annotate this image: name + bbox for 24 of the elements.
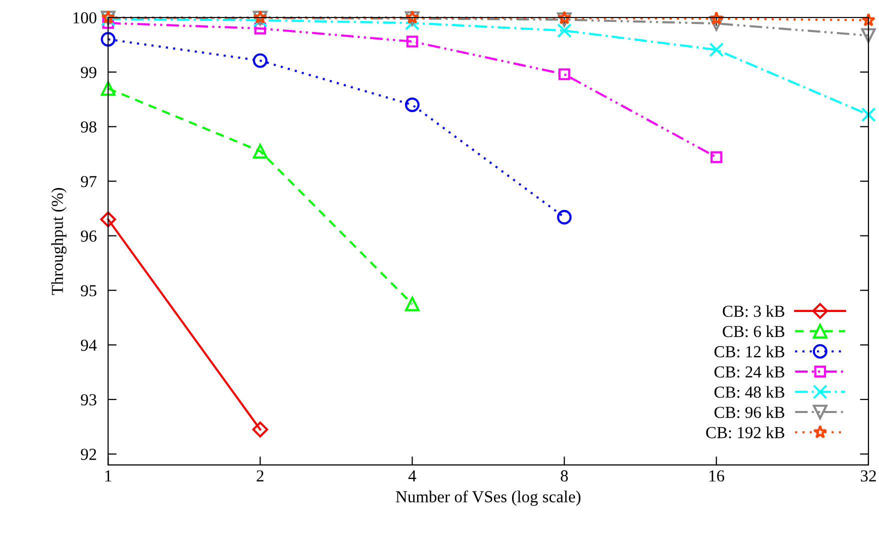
x-tick-label: 8 (560, 470, 568, 482)
x-tick-label: 16 (710, 470, 724, 482)
legend-label: CB: 96 kB (714, 406, 784, 418)
y-tick-label: 99 (80, 66, 96, 78)
legend-label: CB: 12 kB (714, 346, 784, 358)
legend-label: CB: 24 kB (714, 366, 784, 378)
y-tick-label: 97 (80, 176, 97, 188)
legend-label: CB: 6 kB (722, 325, 784, 338)
x-tick-label: 4 (408, 470, 416, 482)
x-axis-title: Number of VSes (log scale) (396, 490, 580, 506)
legend-label: CB: 192 kB (706, 426, 784, 438)
legend-label: CB: 3 kB (722, 305, 784, 318)
x-tick-label: 2 (256, 470, 264, 482)
y-tick-label: 95 (80, 285, 96, 296)
y-tick-label: 98 (80, 121, 96, 133)
x-tick-label: 32 (860, 470, 876, 482)
y-axis-title: Throughput (%) (51, 188, 66, 295)
x-tick-label: 1 (105, 470, 112, 482)
y-tick-label: 92 (80, 448, 96, 460)
legend-label: CB: 48 kB (714, 386, 784, 398)
y-tick-label: 94 (80, 340, 97, 351)
y-tick-label: 93 (80, 394, 96, 406)
y-tick-label: 100 (73, 12, 96, 24)
y-tick-label: 96 (80, 230, 97, 242)
